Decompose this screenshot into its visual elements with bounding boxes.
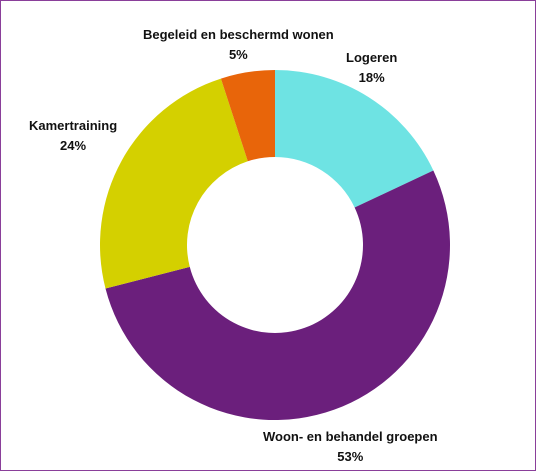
slice-label-kamertraining: Kamertraining 24% <box>29 116 117 156</box>
donut-slice-0 <box>275 70 434 208</box>
slice-percent: 18% <box>358 70 385 85</box>
donut-slice-1 <box>105 170 451 421</box>
slice-name: Logeren <box>346 50 398 65</box>
slice-percent: 5% <box>228 47 248 62</box>
slice-label-woon-behandel: Woon- en behandel groepen 53% <box>263 427 438 467</box>
donut-slice-3 <box>220 70 275 162</box>
slice-name: Kamertraining <box>29 118 118 133</box>
slice-label-begeleid: Begeleid en beschermd wonen 5% <box>143 25 334 65</box>
slice-percent: 24% <box>60 138 87 153</box>
slice-label-logeren: Logeren 18% <box>346 48 397 88</box>
donut-slice-2 <box>100 78 248 289</box>
slice-name: Woon- en behandel groepen <box>263 429 438 444</box>
slice-percent: 53% <box>337 449 364 464</box>
slice-name: Begeleid en beschermd wonen <box>143 27 334 42</box>
